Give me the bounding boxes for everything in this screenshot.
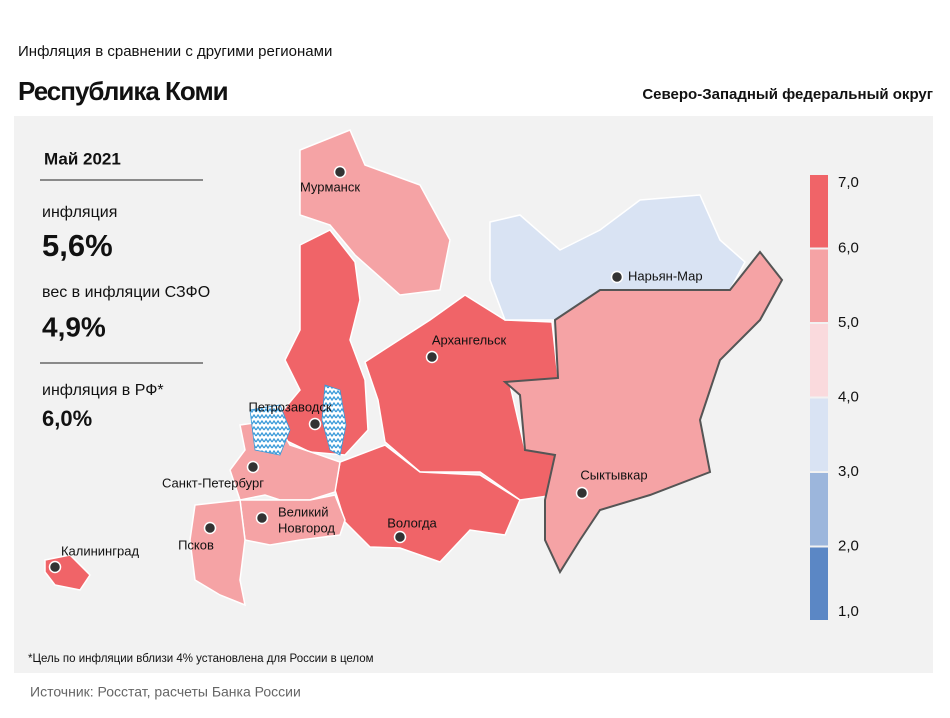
- legend-bin: [810, 547, 828, 620]
- map: Мурманск Петрозаводск Архангельск Вологда На…: [44, 129, 784, 607]
- period: Май 2021: [44, 149, 121, 168]
- city-dot: [333, 165, 347, 179]
- city-dot: [48, 560, 62, 574]
- inflation-label: инфляция: [42, 204, 117, 221]
- city-dot: [575, 486, 589, 500]
- city-dot: [308, 417, 322, 431]
- city-dot: [393, 530, 407, 544]
- region: [502, 250, 784, 575]
- legend: 7,0 6,0 5,0 4,0 3,0 2,0 1,0: [810, 174, 859, 620]
- legend-label: 3,0: [838, 463, 859, 480]
- region: [274, 229, 369, 456]
- district: Северо-Западный федеральный округ: [642, 86, 933, 103]
- rf-label: инфляция в РФ*: [42, 382, 164, 399]
- city-label: Санкт-Петербург: [162, 475, 264, 490]
- region: [489, 194, 746, 321]
- legend-label: 7,0: [838, 174, 859, 191]
- footnote: *Цель по инфляции вблизи 4% установлена …: [28, 653, 374, 665]
- weight-value: 4,9%: [42, 311, 106, 342]
- city-dot: [203, 521, 217, 535]
- legend-label: 2,0: [838, 537, 859, 554]
- lake: [321, 384, 347, 456]
- city-label: Вологда: [387, 515, 437, 530]
- city-label: Мурманск: [300, 179, 360, 194]
- city-dot: [425, 350, 439, 364]
- lake: [249, 404, 291, 456]
- legend-bin: [810, 175, 828, 248]
- subtitle: Инфляция в сравнении с другими регионами: [18, 43, 332, 60]
- legend-label: 4,0: [838, 388, 859, 405]
- inflation-value: 5,6%: [42, 228, 113, 263]
- legend-bin: [810, 473, 828, 546]
- city-label: Архангельск: [432, 332, 507, 347]
- legend-bin: [810, 324, 828, 397]
- city-label: Псков: [178, 537, 214, 552]
- city-dot: [610, 270, 624, 284]
- rf-value: 6,0%: [42, 406, 92, 431]
- title: Республика Коми: [18, 76, 228, 106]
- city-label: Калининград: [61, 543, 139, 558]
- city-dot: [246, 460, 260, 474]
- legend-bin: [810, 398, 828, 471]
- legend-label: 5,0: [838, 314, 859, 331]
- city-dot: [255, 511, 269, 525]
- city-label: Нарьян-Мар: [628, 268, 703, 283]
- legend-label: 1,0: [838, 603, 859, 620]
- legend-bin: [810, 249, 828, 322]
- city-label: Новгород: [278, 520, 335, 535]
- city-label: Великий: [278, 504, 329, 519]
- region: [189, 499, 247, 607]
- legend-label: 6,0: [838, 239, 859, 256]
- region: [239, 494, 346, 546]
- source: Источник: Росстат, расчеты Банка России: [30, 684, 301, 700]
- city-label: Сыктывкар: [580, 467, 647, 482]
- city-label: Петрозаводск: [248, 399, 331, 414]
- weight-label: вес в инфляции СЗФО: [42, 284, 210, 301]
